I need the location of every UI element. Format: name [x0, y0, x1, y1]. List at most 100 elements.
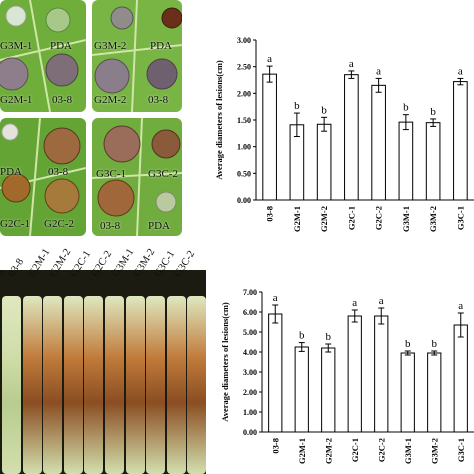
- x-tick-label: G2C-2: [376, 438, 386, 462]
- stem-lesion-bar-chart: 0.00 1.00 2.00 3.00 4.00 5.00 6.00 7.00 Average …: [222, 288, 474, 464]
- x-tick-label: G2C-2: [374, 206, 384, 230]
- leaf-label: 03-8: [48, 166, 69, 178]
- y-tick-label: 2.00: [237, 89, 251, 98]
- leaf-photo-4-art: [92, 118, 182, 236]
- significance-letter: a: [267, 53, 272, 65]
- bar: [398, 121, 414, 201]
- leaf-photo-1: G3M-1 PDA G2M-1 03-8: [0, 0, 86, 112]
- leaf-label: PDA: [148, 220, 171, 232]
- y-tick-label: 7.00: [243, 288, 257, 297]
- stem: [2, 296, 21, 474]
- stem: [43, 296, 63, 474]
- y-tick-label: 1.00: [237, 143, 251, 152]
- y-tick-label: 6.00: [243, 308, 257, 317]
- bar: [425, 122, 441, 201]
- stem: [187, 296, 207, 474]
- x-tick-label: G3M-1: [401, 206, 411, 232]
- bar: [371, 84, 386, 201]
- stem: [105, 296, 124, 474]
- leaf-label: 03-8: [100, 220, 121, 232]
- x-tick-label: 03-8: [265, 206, 275, 222]
- bar: [268, 313, 283, 433]
- significance-letter: a: [352, 297, 357, 309]
- significance-letter: a: [273, 292, 278, 304]
- y-tick-label: 2.50: [237, 63, 251, 72]
- bar: [344, 74, 359, 201]
- y-tick-label: 0.00: [237, 196, 251, 205]
- bar: [374, 315, 389, 433]
- leaf-label: G2M-2: [94, 94, 127, 106]
- x-tick-label: G2M-2: [323, 438, 333, 464]
- significance-letter: b: [432, 338, 438, 350]
- significance-letter: a: [458, 300, 463, 312]
- leaf-photo-2: G3M-2 PDA G2M-2 03-8: [92, 0, 182, 112]
- x-tick-label: G2C-1: [350, 438, 360, 462]
- leaf-label: PDA: [150, 40, 173, 52]
- bar: [347, 315, 362, 433]
- significance-letter: b: [294, 100, 300, 112]
- leaf-lesion-bar-chart: 0.00 0.50 1.00 1.50 2.00 2.50 3.00 Average diam…: [214, 36, 474, 232]
- x-tick-label: G2M-1: [292, 206, 302, 232]
- leaf-label: 03-8: [52, 94, 73, 106]
- y-tick-label: 2.00: [243, 388, 257, 397]
- leaf-label: G2M-1: [0, 94, 33, 106]
- y-axis-label: Average diameters of lesions(cm): [222, 302, 230, 422]
- significance-letter: b: [403, 102, 409, 114]
- stem: [84, 296, 104, 474]
- y-tick-label: 3.00: [237, 36, 251, 45]
- leaf-photo-4: G3C-1 G3C-2 03-8 PDA: [92, 118, 182, 236]
- stem: [22, 296, 42, 474]
- y-tick-label: 3.00: [243, 368, 257, 377]
- leaf-label: G2C-2: [44, 218, 74, 230]
- significance-letter: b: [321, 104, 327, 116]
- stem: [166, 296, 186, 474]
- leaf-label: PDA: [50, 40, 73, 52]
- y-tick-label: 1.00: [243, 408, 257, 417]
- leaf-label: PDA: [0, 166, 23, 178]
- y-tick-label: 5.00: [243, 328, 257, 337]
- significance-letter: b: [299, 330, 305, 342]
- leaf-label: G3C-2: [148, 168, 178, 180]
- significance-letter: b: [430, 106, 436, 118]
- bar: [400, 352, 415, 433]
- stem: [146, 296, 166, 474]
- x-tick-label: G3M-2: [428, 206, 438, 232]
- x-tick-label: G3C-1: [455, 206, 465, 230]
- significance-letter: b: [326, 331, 332, 343]
- bar: [453, 324, 468, 433]
- leaf-label: 03-8: [148, 94, 169, 106]
- y-axis-label: Average diameters of lesions(cm): [214, 60, 224, 180]
- leaf-label: G2C-1: [0, 218, 30, 230]
- bar: [294, 346, 309, 433]
- x-tick-label: G3M-1: [403, 438, 413, 464]
- x-tick-label: G2C-1: [346, 206, 356, 230]
- significance-letter: a: [379, 295, 384, 307]
- leaf-label: G3M-2: [94, 40, 127, 52]
- leaf-label: G3C-1: [96, 168, 126, 180]
- x-tick-label: G2M-2: [319, 206, 329, 232]
- y-tick-label: 0.50: [237, 169, 251, 178]
- x-tick-label: 03-8: [270, 438, 280, 454]
- significance-letter: a: [458, 65, 463, 77]
- leaf-photo-3: PDA 03-8 G2C-1 G2C-2: [0, 118, 86, 236]
- stem: [63, 296, 83, 474]
- y-tick-label: 4.00: [243, 348, 257, 357]
- bar: [316, 123, 332, 201]
- significance-letter: a: [376, 65, 381, 77]
- y-tick-label: 1.50: [237, 116, 251, 125]
- leaf-label: G3M-1: [0, 40, 33, 52]
- bar: [321, 347, 336, 433]
- x-tick-label: G3M-2: [429, 438, 439, 464]
- leaf-photo-1-art: [0, 0, 86, 112]
- leaf-photo-2-art: [92, 0, 182, 112]
- bar: [453, 81, 468, 201]
- leaf-photo-3-art: [0, 118, 86, 236]
- bar: [427, 352, 442, 433]
- significance-letter: a: [349, 58, 354, 70]
- significance-letter: b: [405, 338, 411, 350]
- x-tick-label: G3C-1: [456, 438, 466, 462]
- x-tick-label: G2M-1: [297, 438, 307, 464]
- stem: [125, 296, 145, 474]
- bar: [262, 73, 277, 201]
- y-tick-label: 0.00: [243, 428, 257, 437]
